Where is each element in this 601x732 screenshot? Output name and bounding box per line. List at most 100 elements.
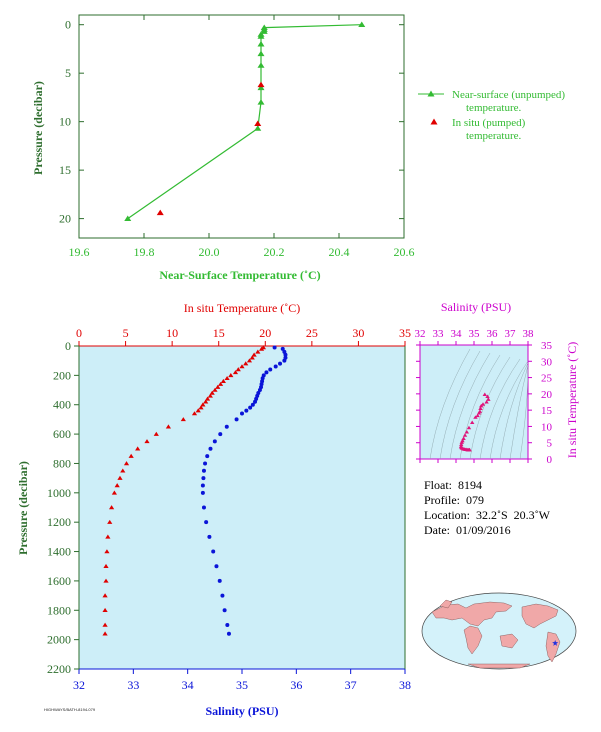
salinity-point (200, 483, 205, 488)
salinity-point (201, 468, 206, 473)
temperature-tick-label: 15 (213, 326, 225, 340)
near-surface-chart: 19.6 19.8 20.0 20.2 20.4 20.6 0 5 10 15 20 Near-Su… (31, 14, 565, 282)
temperature-tick-label: 0 (76, 326, 82, 340)
float-number: Float: 8194 (424, 478, 483, 492)
temperature-point (144, 439, 150, 444)
pressure-tick-label: 0 (65, 339, 71, 353)
temperature-point (104, 549, 110, 554)
ts-point (473, 415, 478, 419)
temperature-point (111, 490, 117, 495)
temperature-tick-label: 35 (399, 326, 411, 340)
temperature-point (105, 534, 111, 539)
near-surface-unpumped-point (257, 33, 265, 39)
salinity-point (253, 399, 258, 404)
ts-salinity-tick-label: 37 (505, 328, 517, 340)
profile-ticks: 0 5 10 15 20 25 30 35 32 33 34 35 36 37 38 0 200 400 600 80… (47, 326, 411, 692)
salinity-point (264, 370, 269, 375)
profile-series (102, 345, 288, 636)
near-surface-x-tick-label: 20.2 (264, 245, 285, 259)
near-surface-x-tick-label: 19.6 (69, 245, 90, 259)
temperature-point (217, 381, 224, 386)
ts-temperature-tick-label: 10 (541, 421, 553, 433)
temperature-point (258, 346, 265, 351)
salinity-point (250, 402, 255, 407)
temperature-point (220, 378, 226, 383)
pressure-tick-label: 800 (53, 456, 71, 470)
near-surface-pumped-point (257, 81, 265, 88)
salinity-point (201, 505, 206, 510)
ts-temperature-axis-label: In situ Temperature (˚C) (565, 342, 579, 459)
salinity-point (205, 454, 210, 459)
near-surface-series (124, 21, 366, 221)
salinity-point (257, 388, 262, 393)
ts-density-contours (429, 348, 529, 460)
ts-density-contour (469, 356, 511, 460)
salinity-point (268, 367, 273, 372)
ts-point (464, 429, 469, 434)
near-surface-x-tick-label: 20.6 (394, 245, 415, 259)
salinity-point (208, 446, 213, 451)
ts-density-contour (479, 358, 521, 460)
near-surface-unpumped-point (257, 50, 265, 57)
salinity-point (220, 593, 225, 598)
ts-point (482, 392, 487, 396)
salinity-point (280, 346, 285, 351)
near-surface-y-tick-label: 10 (59, 115, 71, 129)
ts-point (485, 394, 490, 398)
ts-point (476, 411, 482, 415)
ts-temperature-tick-label: 5 (547, 438, 553, 450)
ts-point (470, 420, 475, 425)
salinity-point (203, 461, 208, 466)
salinity-point (204, 520, 209, 525)
salinity-point (200, 490, 205, 495)
temperature-point (246, 358, 253, 363)
salinity-point (248, 405, 253, 410)
ts-point (478, 406, 483, 410)
ts-series (458, 392, 491, 452)
ts-density-contour (509, 364, 529, 460)
ts-density-contour (519, 366, 529, 460)
salinity-point (211, 549, 216, 554)
salinity-point (240, 411, 244, 416)
ts-point (484, 400, 489, 404)
near-surface-y-tick-label: 15 (59, 163, 71, 177)
pressure-tick-label: 1600 (47, 574, 71, 588)
temperature-point (215, 384, 221, 389)
map-land (431, 599, 561, 669)
star-icon (552, 640, 559, 646)
salinity-point (272, 345, 277, 350)
salinity-tick-label: 32 (73, 678, 85, 692)
near-surface-unpumped-point (257, 84, 265, 91)
temperature-point (109, 505, 115, 510)
temperature-point (117, 475, 123, 480)
temperature-point (212, 387, 218, 392)
near-surface-y-tick-label: 5 (65, 66, 71, 80)
temperature-point (128, 453, 134, 458)
temperature-tick-label: 30 (352, 326, 364, 340)
temperature-point (103, 578, 109, 583)
temperature-point (123, 461, 130, 466)
ts-ticks: 32 33 34 35 36 37 38 0 5 10 15 20 25 30 35 (415, 328, 553, 466)
salinity-tick-label: 38 (399, 678, 411, 692)
temperature-point (102, 607, 108, 613)
temperature-point (180, 417, 186, 422)
temperature-point (235, 367, 241, 372)
map-float-marker (552, 640, 559, 646)
salinity-point (282, 358, 287, 363)
near-surface-x-tick-label: 20.4 (329, 245, 350, 259)
ts-salinity-tick-label: 36 (487, 328, 499, 340)
near-surface-legend: Near-surface (unpumped) temperature. In … (418, 89, 565, 142)
salinity-point (214, 564, 219, 569)
float-location: Location: 32.2˚S 20.3˚W (424, 508, 550, 522)
ts-temperature-tick-label: 0 (547, 454, 553, 466)
pressure-tick-label: 2200 (47, 662, 71, 676)
legend-marker-pumped (430, 118, 438, 125)
salinity-point (225, 622, 230, 627)
pressure-tick-label: 400 (53, 398, 71, 412)
temperature-point (153, 431, 159, 436)
salinity-point (244, 408, 249, 413)
ts-salinity-tick-label: 32 (415, 328, 426, 340)
temperature-tick-label: 10 (166, 326, 178, 340)
temperature-tick-label: 5 (123, 326, 129, 340)
salinity-point (212, 439, 217, 444)
